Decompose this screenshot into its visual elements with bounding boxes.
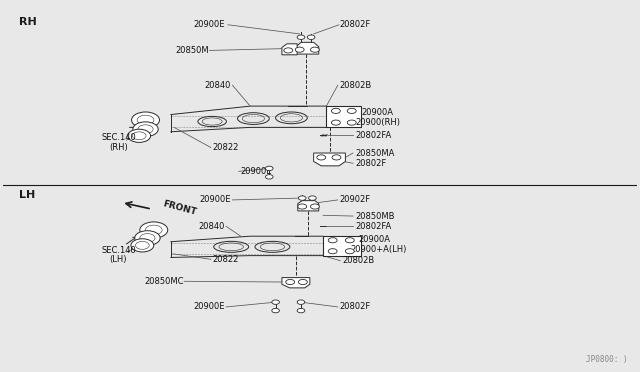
Circle shape [328,238,337,243]
Polygon shape [298,201,319,211]
Circle shape [298,196,306,200]
Circle shape [266,166,273,171]
Circle shape [310,204,319,209]
Circle shape [272,308,280,313]
Circle shape [140,222,168,238]
Text: 20900(RH): 20900(RH) [355,118,400,128]
Text: 20900+A(LH): 20900+A(LH) [351,245,407,254]
Text: 20900A: 20900A [361,108,393,117]
Circle shape [128,129,150,142]
Text: 20900E: 20900E [193,302,225,311]
Circle shape [348,120,356,125]
Polygon shape [314,153,346,166]
Polygon shape [282,278,310,288]
Circle shape [307,35,315,39]
Text: 20900A: 20900A [358,235,390,244]
Circle shape [297,308,305,313]
Circle shape [295,47,304,52]
Text: 20900E: 20900E [193,20,225,29]
Circle shape [297,35,305,39]
Circle shape [332,108,340,113]
Circle shape [298,204,307,209]
Text: 20850MA: 20850MA [355,148,394,157]
Text: RH: RH [19,17,36,28]
Text: 20802B: 20802B [342,256,374,265]
Polygon shape [296,42,319,54]
Text: SEC.140: SEC.140 [101,246,136,254]
Circle shape [346,238,355,243]
Circle shape [346,248,355,254]
Text: 20902F: 20902F [339,195,370,205]
Circle shape [131,239,154,252]
Text: 20840: 20840 [205,81,231,90]
Circle shape [310,47,319,52]
Text: (LH): (LH) [109,255,127,264]
Circle shape [298,279,307,285]
Circle shape [332,120,340,125]
Text: FRONT: FRONT [161,199,197,217]
Text: 20802B: 20802B [339,81,371,90]
Circle shape [297,300,305,304]
Text: 20822: 20822 [212,255,239,264]
Text: 20900E: 20900E [200,195,231,205]
Text: JP0800: ): JP0800: ) [586,355,628,364]
Circle shape [285,279,294,285]
Text: 20850MB: 20850MB [355,212,394,221]
Circle shape [317,155,326,160]
Text: 20802F: 20802F [339,302,371,311]
Text: 20850M: 20850M [175,46,209,55]
Polygon shape [282,44,297,55]
Text: 20802FA: 20802FA [355,222,391,231]
Circle shape [328,248,337,254]
Text: 20822: 20822 [212,143,239,152]
Circle shape [332,155,341,160]
Text: 20802F: 20802F [339,20,371,29]
Circle shape [308,196,316,200]
Polygon shape [323,236,361,256]
Text: 20850MC: 20850MC [144,277,184,286]
Circle shape [266,174,273,179]
Text: SEC.140: SEC.140 [101,133,136,142]
Text: 20802F: 20802F [355,159,386,168]
Circle shape [135,231,160,246]
Text: LH: LH [19,190,35,200]
Circle shape [272,300,280,304]
Circle shape [348,108,356,113]
Polygon shape [326,106,361,127]
Text: 20900E: 20900E [241,167,272,176]
Text: (RH): (RH) [109,142,128,152]
Circle shape [133,122,158,137]
Circle shape [132,112,159,128]
Text: 20802FA: 20802FA [355,131,391,140]
Circle shape [284,48,292,53]
Text: 20840: 20840 [198,222,225,231]
